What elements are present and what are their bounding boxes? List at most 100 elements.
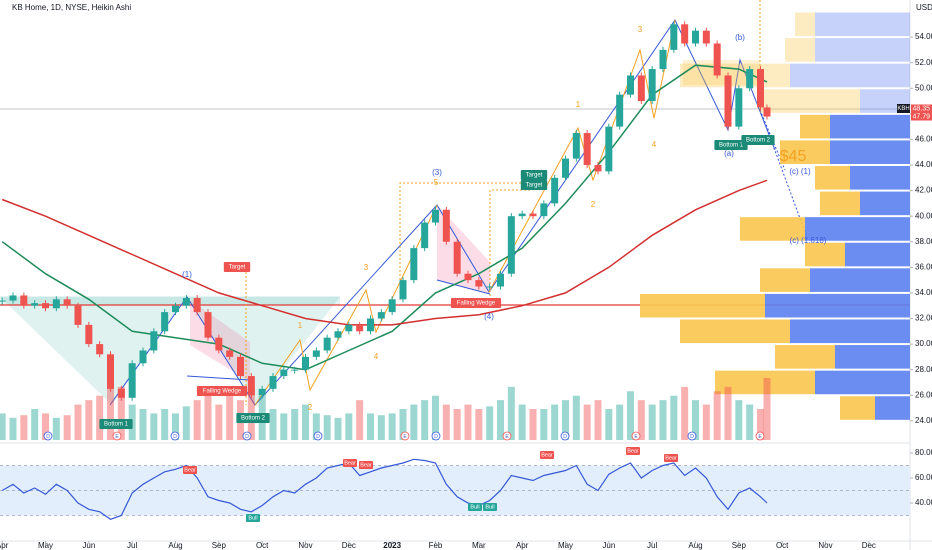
candle xyxy=(681,24,689,44)
candle xyxy=(421,222,429,249)
candle xyxy=(74,305,82,325)
label-text: Falling Wedge xyxy=(203,389,242,395)
profile-sell xyxy=(715,370,815,395)
y-tick-label: 24.00 xyxy=(915,416,932,425)
wave-label: (c) (1.618) xyxy=(790,236,827,245)
candle xyxy=(0,300,6,302)
volume-bar xyxy=(302,404,309,440)
signal-label: Bear xyxy=(360,462,372,468)
y-tick-label: 30.00 xyxy=(915,339,932,348)
candle xyxy=(345,324,353,332)
label-text: Bottom 1 xyxy=(719,143,744,149)
volume-bar xyxy=(421,400,429,440)
candle xyxy=(193,298,201,313)
label-text: Bottom 2 xyxy=(241,416,266,422)
profile-sell xyxy=(760,89,860,113)
volume-bar xyxy=(529,409,537,440)
candle xyxy=(763,107,771,117)
volume-bar xyxy=(182,406,190,440)
profile-buy xyxy=(805,217,910,241)
volume-bar xyxy=(507,386,515,440)
candle xyxy=(735,88,743,127)
event-marker xyxy=(431,431,441,441)
y-tick-label: 54.00 xyxy=(915,32,932,41)
label-box xyxy=(223,262,251,272)
moving-average xyxy=(1,179,768,326)
candle xyxy=(182,298,190,306)
volume-bar xyxy=(702,404,710,440)
candle xyxy=(269,376,277,389)
profile-sell xyxy=(680,319,790,344)
volume-bar xyxy=(627,391,634,440)
y-tick-label: 38.00 xyxy=(915,237,932,246)
profile-buy xyxy=(810,268,910,292)
volume-bar xyxy=(85,400,93,440)
x-tick-label: Apr xyxy=(0,541,9,550)
event-marker xyxy=(170,431,180,441)
signal-box xyxy=(246,514,260,522)
volume-bar xyxy=(659,400,667,440)
candle xyxy=(291,369,299,371)
event-label: D xyxy=(690,434,694,440)
event-label: E xyxy=(505,434,509,440)
wave-label: 2 xyxy=(591,200,596,209)
volume-bar xyxy=(486,406,494,440)
volume-bar xyxy=(746,404,754,440)
candle xyxy=(96,344,104,355)
profile-buy xyxy=(815,38,910,62)
target-line xyxy=(399,182,530,300)
projection xyxy=(759,109,809,241)
event-marker xyxy=(687,431,697,441)
candle xyxy=(410,248,418,281)
volume-bar xyxy=(464,404,472,440)
profile-buy xyxy=(860,191,910,216)
x-tick-label: Oct xyxy=(256,541,269,550)
event-label: D xyxy=(46,434,50,440)
x-tick-label: Nov xyxy=(818,541,832,550)
event-marker xyxy=(43,431,53,441)
signal-box xyxy=(664,454,678,462)
signal-label: Bear xyxy=(627,448,639,454)
volume-bar xyxy=(139,409,147,440)
volume-bar xyxy=(724,386,732,440)
label-box xyxy=(196,386,248,396)
volume-bar xyxy=(74,404,82,440)
volume-bar xyxy=(0,413,6,440)
profile-sell xyxy=(775,345,835,369)
x-tick-label: Feb xyxy=(429,541,443,550)
volume-bar xyxy=(334,417,342,440)
volume-bar xyxy=(453,409,461,440)
profile-buy xyxy=(850,166,910,190)
y-tick-label: 52.00 xyxy=(915,58,932,67)
candle xyxy=(442,209,450,242)
wave-label: (c) (1) xyxy=(789,167,811,176)
wave-label: (4) xyxy=(484,312,494,321)
pattern-fill xyxy=(0,297,187,405)
volume-bar xyxy=(713,391,721,440)
candle xyxy=(312,350,320,357)
x-tick-label: Apr xyxy=(516,541,529,550)
candle xyxy=(334,331,342,338)
profile-sell xyxy=(795,12,815,37)
x-tick-label: Sep xyxy=(212,541,227,550)
x-tick-label: Jun xyxy=(602,541,615,550)
volume-bar xyxy=(323,415,331,440)
candle xyxy=(356,324,364,332)
signal-label: Bull xyxy=(485,504,494,510)
volume-bar xyxy=(193,400,201,440)
candle xyxy=(616,94,624,127)
candle xyxy=(172,305,179,313)
candle xyxy=(215,337,223,351)
volume-bar xyxy=(345,413,353,440)
profile-sell xyxy=(800,114,830,139)
signal-box xyxy=(468,503,482,511)
candle xyxy=(670,24,678,50)
event-marker xyxy=(313,431,323,441)
candle xyxy=(20,295,28,306)
wedge-line xyxy=(186,375,251,381)
event-marker xyxy=(400,431,410,441)
volume-bar xyxy=(226,391,234,440)
candle xyxy=(237,356,244,377)
symbol-box xyxy=(897,104,910,113)
signal-label: Bull xyxy=(248,515,257,521)
